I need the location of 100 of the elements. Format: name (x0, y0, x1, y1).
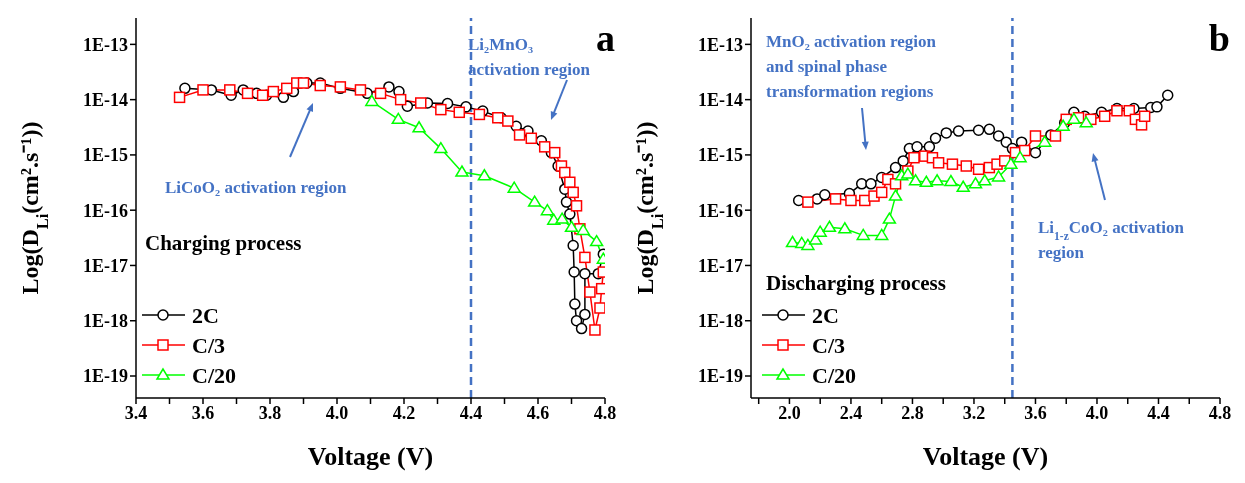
point (584, 286, 596, 298)
point (589, 324, 601, 336)
point (560, 196, 573, 208)
point (1037, 135, 1052, 147)
point (819, 189, 831, 201)
y-tick-label: 1E-19 (698, 366, 743, 387)
point (801, 238, 815, 251)
point (952, 125, 965, 137)
point (875, 186, 888, 199)
point (595, 282, 605, 295)
annotation: a (596, 17, 615, 59)
point (354, 84, 367, 96)
y-tick-label: 1E-14 (698, 90, 743, 111)
point (845, 194, 857, 207)
point (956, 180, 970, 192)
point (822, 220, 837, 233)
point (179, 82, 191, 95)
point (527, 195, 542, 207)
x-tick-label: 4.8 (593, 402, 617, 423)
point (944, 174, 958, 187)
point (1004, 157, 1018, 169)
point (940, 127, 953, 139)
point (889, 161, 902, 174)
point (365, 94, 379, 107)
point (564, 220, 579, 233)
point (908, 174, 923, 186)
point (874, 228, 889, 241)
point (513, 129, 526, 141)
point (391, 112, 406, 125)
point (567, 186, 579, 199)
point (929, 132, 942, 145)
y-tick-label: 1E-17 (83, 255, 128, 276)
point (224, 84, 236, 96)
point (983, 123, 996, 136)
point (946, 158, 959, 170)
point (1029, 130, 1042, 142)
y-tick-label: 1E-17 (698, 255, 743, 276)
point (549, 146, 561, 159)
legend-label: C/20 (812, 363, 856, 388)
point (594, 302, 605, 314)
point (813, 225, 827, 237)
point (855, 178, 868, 190)
x-tick-label: 4.0 (1085, 402, 1109, 423)
point (415, 97, 427, 109)
x-tick-label: 4.4 (1147, 402, 1170, 423)
x-tick-label: 4.0 (325, 402, 349, 423)
legend-label: C/20 (192, 363, 236, 388)
point (785, 235, 800, 248)
x-axis-title: Voltage (V) (922, 442, 1049, 471)
point (540, 203, 555, 216)
point (453, 106, 466, 119)
point (575, 322, 588, 335)
point (579, 267, 591, 280)
x-tick-label: 2.8 (901, 402, 924, 423)
point (241, 87, 254, 100)
point (455, 165, 469, 177)
point (1067, 112, 1081, 125)
x-tick-label: 3.8 (258, 402, 282, 423)
point (882, 212, 897, 224)
annotation: MnO₂ activation region and spinal phase transformation regions (766, 32, 937, 101)
point (412, 121, 426, 133)
point (564, 176, 576, 189)
point (173, 91, 186, 104)
x-tick-label: 3.6 (191, 402, 215, 423)
y-tick-label: 1E-18 (83, 311, 128, 332)
x-tick-label: 2.4 (839, 402, 863, 423)
x-tick-label: 4.2 (392, 402, 416, 423)
annotation: Discharging process (766, 271, 946, 295)
annotation: b (1208, 17, 1230, 59)
x-tick-label: 4.6 (526, 402, 550, 423)
point (802, 196, 814, 208)
point (1013, 150, 1027, 163)
point (977, 174, 992, 186)
point (525, 132, 538, 145)
annotation: Li$_{1-z}$CoO₂ activation region (1038, 218, 1185, 262)
point (865, 178, 877, 190)
x-tick-label: 4.8 (1208, 402, 1232, 423)
point (972, 124, 985, 136)
x-axis-title: Voltage (V) (307, 442, 434, 471)
annotation: Charging process (145, 231, 302, 255)
point (568, 266, 580, 278)
point (932, 157, 945, 169)
y-tick-label: 1E-15 (698, 145, 743, 166)
point (383, 81, 395, 93)
point (502, 115, 514, 127)
point (919, 175, 934, 188)
point (930, 174, 944, 186)
x-tick-label: 2.0 (778, 402, 801, 423)
y-tick-label: 1E-13 (83, 34, 128, 55)
point (435, 103, 447, 116)
y-tick-label: 1E-18 (698, 311, 743, 332)
point (992, 130, 1005, 142)
point (197, 84, 209, 96)
point (507, 181, 521, 193)
point (538, 141, 551, 153)
point (567, 239, 579, 252)
point (477, 168, 492, 181)
point (991, 170, 1006, 182)
point (911, 141, 923, 153)
point (1151, 101, 1163, 113)
